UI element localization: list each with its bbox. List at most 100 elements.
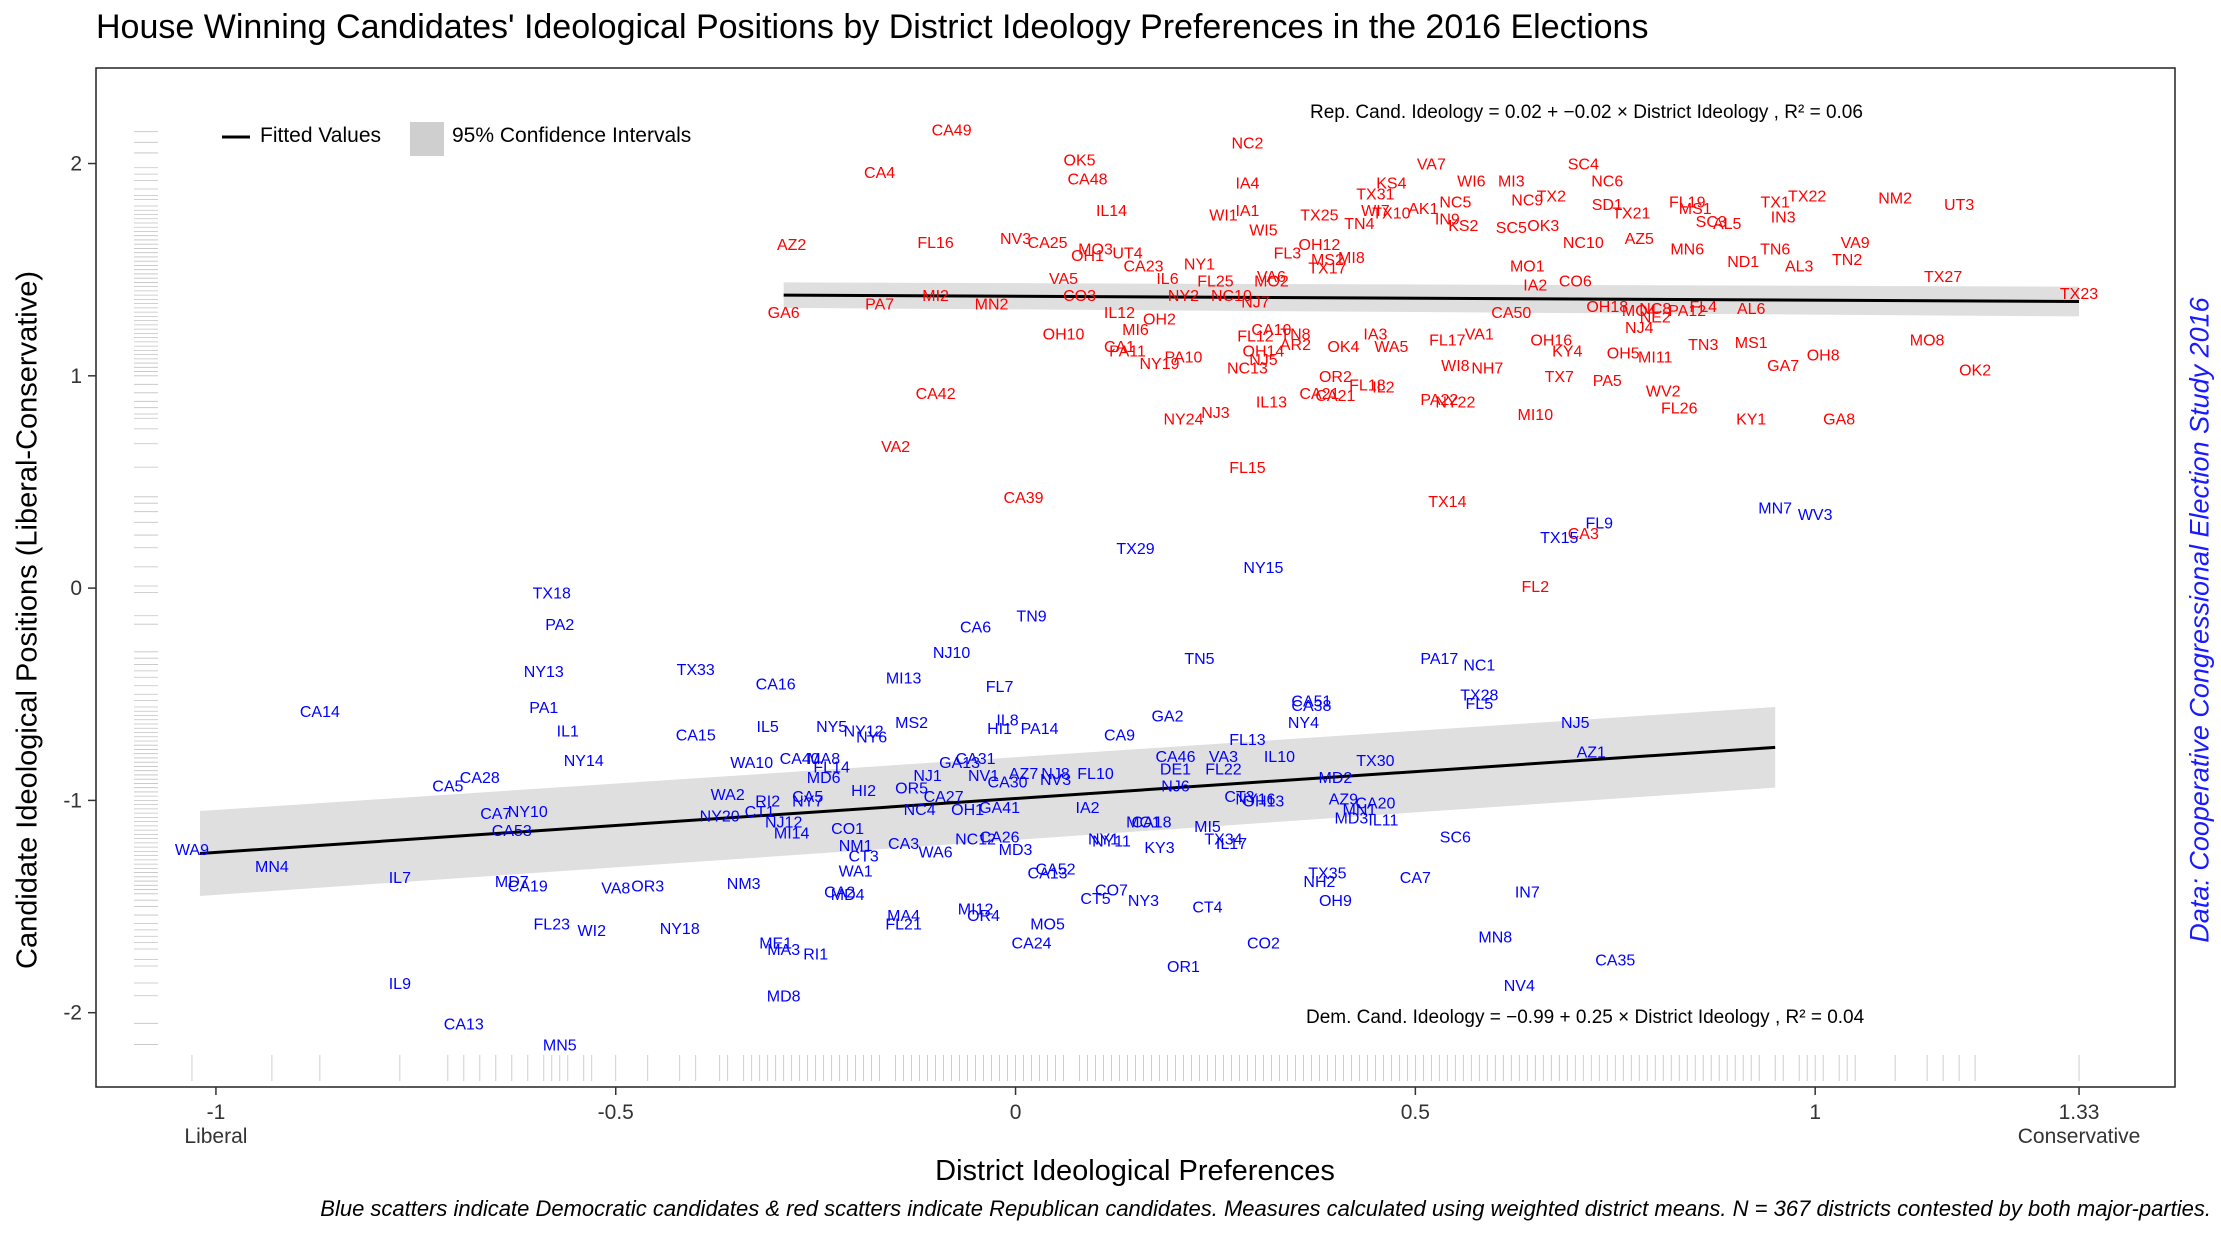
rep-point: CA3 (1568, 526, 1599, 543)
rep-point: NC2 (1231, 135, 1263, 152)
dem-point: TX34 (1204, 832, 1242, 849)
x-tick-label: 0 (1010, 1101, 1022, 1124)
rep-point: CA25 (1028, 235, 1068, 252)
rep-point: SC5 (1496, 220, 1527, 237)
rep-point: MO1 (1510, 258, 1545, 275)
dem-point: CA13 (1028, 866, 1068, 883)
dem-point: CA2 (824, 885, 855, 902)
rep-point: IA4 (1235, 176, 1259, 193)
rep-point: VA7 (1417, 157, 1446, 174)
rep-point: OH2 (1143, 312, 1176, 329)
dem-point: CO2 (1247, 936, 1280, 953)
rep-point: CA1 (1104, 339, 1135, 356)
dem-point: RI1 (803, 946, 828, 963)
rep-point: PA12 (1668, 303, 1706, 320)
dem-point: AZ1 (1577, 745, 1606, 762)
dem-point: GA2 (1151, 708, 1183, 725)
dem-point: CA52 (1036, 861, 1076, 878)
rep-point: TN4 (1344, 216, 1374, 233)
dem-point: MD8 (767, 989, 801, 1006)
dem-point: CA26 (980, 829, 1020, 846)
dem-point: NC12 (955, 832, 996, 849)
rep-point: FL17 (1429, 333, 1466, 350)
rep-point: FL4 (1689, 299, 1717, 316)
dem-point: WI2 (578, 923, 607, 940)
dem-point: IL1 (557, 723, 579, 740)
rep-point: TN8 (1280, 326, 1310, 343)
rep-point: IA1 (1235, 203, 1259, 220)
dem-point: IL8 (996, 713, 1018, 730)
rep-point: NY22 (1435, 394, 1475, 411)
dem-point: NY13 (524, 664, 564, 681)
rep-point: NJ4 (1625, 320, 1654, 337)
dem-point: CA31 (956, 751, 996, 768)
dem-point: OR5 (895, 781, 928, 798)
dem-point: IL7 (389, 870, 411, 887)
rep-point: TX31 (1356, 186, 1394, 203)
rep-point: TX21 (1612, 205, 1650, 222)
dem-point: IL5 (757, 719, 779, 736)
dem-point: OR3 (631, 878, 664, 895)
rep-point: KY1 (1736, 411, 1766, 428)
dem-point: HI2 (851, 783, 876, 800)
dem-point: NY7 (792, 793, 823, 810)
dem-point: CT5 (1080, 891, 1110, 908)
dem-point: CA30 (988, 774, 1028, 791)
dem-point: GA13 (939, 755, 980, 772)
dem-point: MA3 (767, 942, 800, 959)
x-tick-label: -1 (207, 1101, 226, 1124)
rep-point: GA7 (1767, 358, 1799, 375)
dem-point: CA7 (480, 806, 511, 823)
dem-point: WA2 (711, 787, 745, 804)
y-tick-label: 2 (70, 153, 82, 176)
rep-point: OH12 (1299, 237, 1341, 254)
rep-point: OH16 (1530, 333, 1572, 350)
rep-point: OK4 (1327, 339, 1359, 356)
dem-point: IA2 (1076, 800, 1100, 817)
rep-point: WI6 (1457, 174, 1486, 191)
rep-point: IL12 (1104, 305, 1135, 322)
rep-point: MO3 (1078, 241, 1113, 258)
rep-point: PA7 (865, 297, 894, 314)
rep-point: TX22 (1788, 188, 1826, 205)
dem-point: NY4 (1288, 715, 1319, 732)
dem-point: FL21 (885, 917, 922, 934)
dem-point: IL11 (1368, 813, 1398, 830)
dem-point: TX30 (1356, 753, 1394, 770)
y-tick-label: 0 (70, 577, 82, 600)
rep-point: WI5 (1249, 222, 1278, 239)
dem-point: NC1 (1463, 658, 1495, 675)
dem-point: MD2 (1319, 770, 1353, 787)
dem-point: OH13 (1243, 793, 1285, 810)
rep-point: ND1 (1727, 254, 1759, 271)
dem-point: NY15 (1243, 560, 1283, 577)
rep-point: TX1 (1761, 195, 1790, 212)
dem-point: TX15 (1540, 530, 1578, 547)
plot-frame (95, 67, 2176, 1088)
rep-point: NC9 (1511, 193, 1543, 210)
dem-point: FL5 (1466, 696, 1494, 713)
legend-ci-label: 95% Confidence Intervals (452, 124, 692, 147)
x-tick-label: -0.5 (598, 1101, 634, 1124)
dem-point: NY18 (660, 921, 700, 938)
dem-point: TX29 (1116, 541, 1154, 558)
rep-point: AZ2 (777, 237, 806, 254)
rep-point: MI2 (922, 288, 949, 305)
fitted-lines (199, 293, 2080, 855)
rep-point: WA5 (1374, 339, 1408, 356)
rep-point: MN6 (1670, 241, 1704, 258)
dem-point: CA46 (1155, 749, 1195, 766)
dem-point: NY3 (1128, 893, 1159, 910)
rep-point: AR2 (1280, 337, 1311, 354)
x-tick-label: 1 (1809, 1101, 1821, 1124)
rep-point: AL6 (1737, 301, 1766, 318)
rep-point: NV3 (1000, 231, 1031, 248)
rep-point: FL12 (1237, 328, 1274, 345)
dem-point: FL23 (534, 917, 571, 934)
dem-point: MD4 (831, 887, 865, 904)
y-rug (134, 131, 158, 1045)
rep-point: IA3 (1363, 326, 1387, 343)
dem-point: GA41 (979, 800, 1020, 817)
dem-point: CA16 (756, 677, 796, 694)
